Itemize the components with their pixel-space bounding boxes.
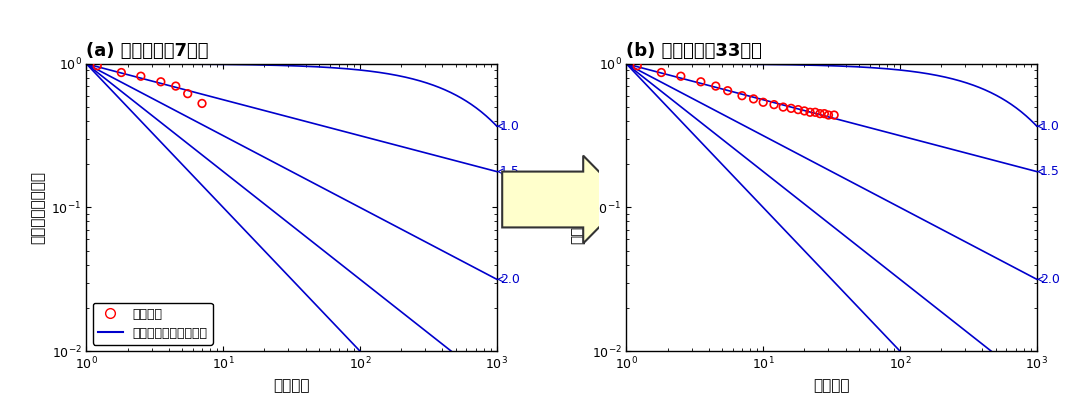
- Point: [820, 112, 837, 118]
- Point: [89, 63, 106, 69]
- Point: [801, 109, 819, 115]
- Point: [132, 73, 149, 79]
- Point: [652, 69, 670, 76]
- Point: [167, 83, 185, 89]
- Y-axis label: 湧水量（相対比）: 湧水量（相対比）: [571, 171, 585, 244]
- Text: 1.5: 1.5: [497, 165, 519, 178]
- Point: [815, 111, 833, 117]
- Point: [745, 96, 762, 102]
- Text: (b) 湧水発生後33日間: (b) 湧水発生後33日間: [626, 41, 762, 59]
- X-axis label: 経過日数: 経過日数: [273, 378, 310, 393]
- Text: 1.0: 1.0: [497, 120, 519, 132]
- Point: [825, 112, 842, 118]
- Text: 2.0: 2.0: [1037, 273, 1059, 286]
- Point: [672, 73, 689, 79]
- Text: (a) 湧水発生後7日間: (a) 湧水発生後7日間: [86, 41, 208, 59]
- Point: [807, 109, 824, 115]
- FancyArrow shape: [502, 156, 626, 243]
- Legend: 観測結果, シミュレーション結果: 観測結果, シミュレーション結果: [93, 302, 213, 345]
- X-axis label: 経過日数: 経過日数: [813, 378, 850, 393]
- Text: 1.0: 1.0: [1037, 120, 1059, 132]
- Point: [629, 63, 646, 69]
- Point: [179, 91, 197, 97]
- Text: 2.0: 2.0: [497, 273, 519, 286]
- Point: [193, 100, 211, 107]
- Point: [152, 79, 170, 85]
- Text: 1.5: 1.5: [1037, 165, 1059, 178]
- Point: [783, 105, 800, 112]
- Point: [811, 111, 828, 117]
- Point: [774, 104, 792, 110]
- Point: [112, 69, 130, 76]
- Point: [789, 107, 807, 113]
- Y-axis label: 湧水量（相対比）: 湧水量（相対比）: [31, 171, 45, 244]
- Point: [766, 101, 783, 108]
- Point: [796, 108, 813, 114]
- Point: [707, 83, 725, 89]
- Point: [733, 93, 751, 99]
- Point: [692, 79, 710, 85]
- Point: [755, 99, 772, 105]
- Point: [719, 87, 737, 94]
